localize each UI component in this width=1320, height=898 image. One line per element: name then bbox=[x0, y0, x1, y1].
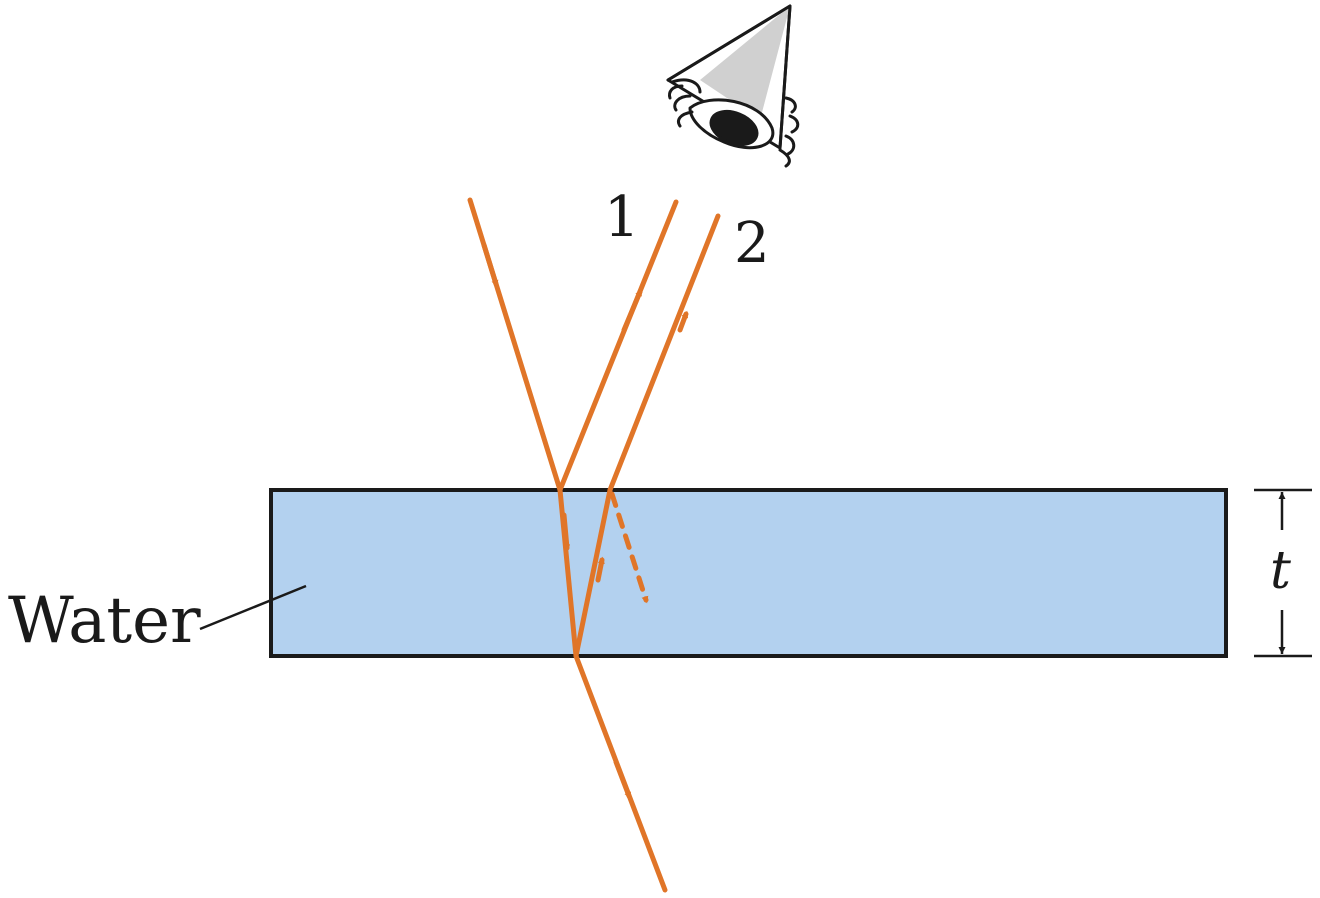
water-label: Water bbox=[8, 584, 201, 658]
ray-1-label: 1 bbox=[604, 185, 640, 250]
thickness-label: t bbox=[1270, 541, 1291, 601]
internal-reflected-ray bbox=[573, 487, 613, 659]
ray-1-arrow bbox=[621, 288, 643, 333]
ray-2-label: 2 bbox=[734, 211, 770, 276]
incident-ray-arrow bbox=[481, 242, 499, 288]
thickness-dimension: t bbox=[1254, 488, 1312, 658]
eye-icon bbox=[666, 4, 800, 168]
internal-reflected-ray-arrow bbox=[595, 556, 605, 583]
light-rays bbox=[467, 197, 721, 893]
water-slab bbox=[269, 488, 1228, 658]
ray-2 bbox=[607, 213, 721, 493]
ray-2-arrow bbox=[677, 310, 689, 333]
transmitted-ray-arrow bbox=[613, 759, 632, 800]
ray-1 bbox=[557, 199, 679, 493]
dashed-reflected-ray bbox=[609, 491, 649, 604]
refracted-ray-arrow bbox=[561, 512, 571, 552]
water-leader-line bbox=[199, 584, 307, 631]
